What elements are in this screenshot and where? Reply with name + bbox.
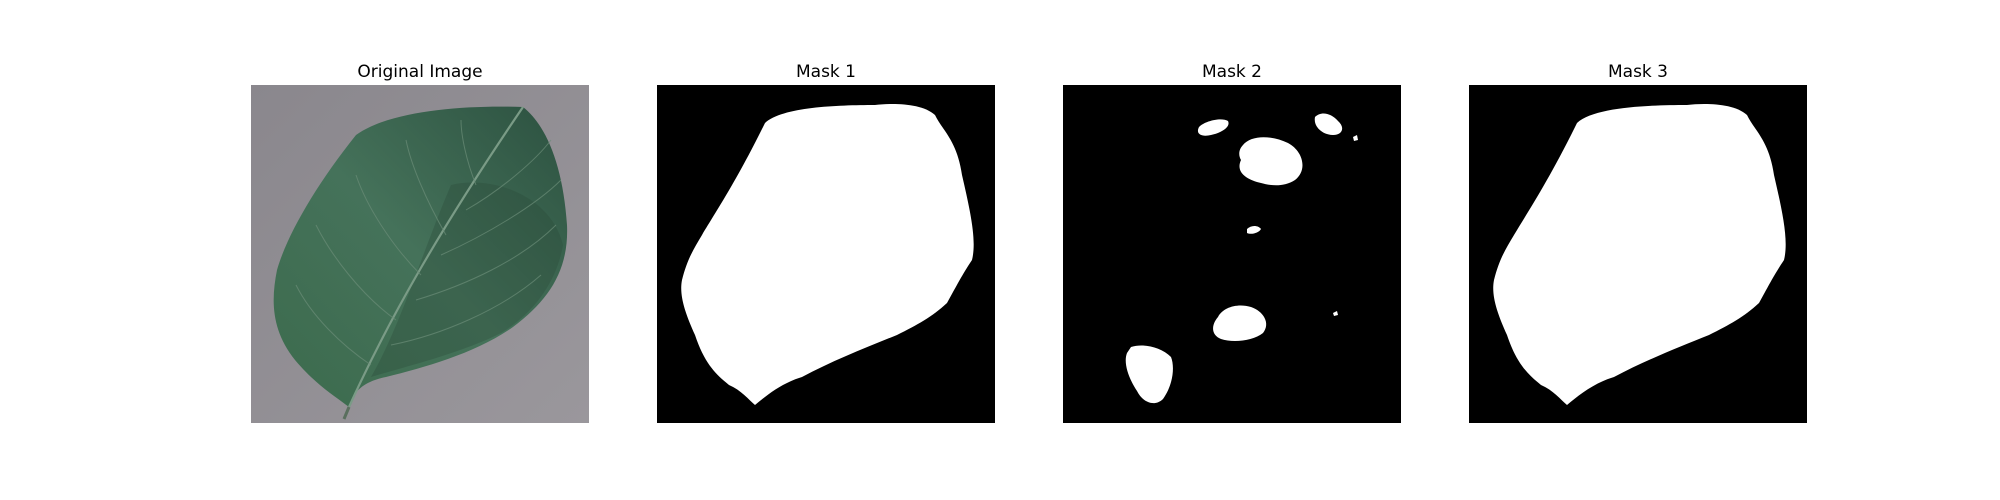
mask-background bbox=[1063, 85, 1401, 423]
mask-2-title: Mask 2 bbox=[1201, 62, 1262, 82]
leaf-midrib bbox=[347, 106, 524, 408]
leaf-shadow bbox=[371, 182, 563, 377]
mask-2-image bbox=[1063, 85, 1401, 423]
leaf-veins bbox=[295, 119, 562, 366]
mask-leaf-region bbox=[1493, 104, 1786, 406]
fragment-top-right bbox=[1314, 113, 1343, 135]
mask-fragments bbox=[1125, 113, 1358, 404]
leaf-photo bbox=[251, 85, 589, 423]
original-image-title: Original Image bbox=[357, 62, 483, 82]
mask-1-image bbox=[657, 85, 995, 423]
fragment-upper-right-speck bbox=[1353, 135, 1358, 141]
mask-1-title: Mask 1 bbox=[795, 62, 856, 82]
fragment-lower-center bbox=[1213, 305, 1267, 341]
fragment-right-speck bbox=[1333, 311, 1338, 316]
leaf-shape bbox=[273, 106, 568, 407]
leaf-stem bbox=[342, 406, 351, 420]
mask-3-title: Mask 3 bbox=[1607, 62, 1668, 82]
mask-leaf-region bbox=[681, 104, 974, 406]
mask-3-image bbox=[1469, 85, 1807, 423]
fragment-bottom-left bbox=[1125, 345, 1173, 404]
fragment-top-left bbox=[1197, 119, 1229, 136]
fragment-upper-center bbox=[1239, 137, 1303, 186]
fragment-small-dot bbox=[1247, 226, 1261, 234]
